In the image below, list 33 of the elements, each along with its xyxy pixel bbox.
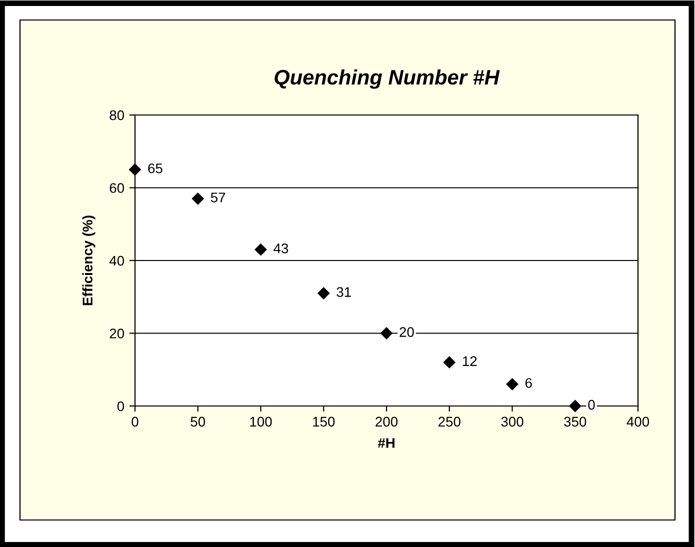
point (254, 243, 267, 256)
data-label: 57 (210, 192, 226, 202)
x-tick-label: 100 (250, 416, 272, 427)
y-tick-label: 80 (110, 110, 124, 120)
point (443, 356, 456, 369)
data-label: 20 (400, 327, 414, 337)
point (568, 400, 582, 412)
data-label: 6 (525, 378, 532, 388)
data-label: 31 (336, 287, 351, 297)
x-tick-label: 400 (626, 416, 650, 427)
x-axis-title: #H (378, 438, 394, 448)
x-tick-label: 0 (132, 416, 138, 427)
data-label: 65 (148, 163, 162, 174)
x-tick-label: 350 (564, 416, 586, 427)
x-tick-label: 150 (313, 416, 335, 427)
point (317, 287, 330, 300)
chart-title: Quenching Number #H (274, 69, 500, 89)
data-label: 12 (462, 356, 477, 366)
y-tick-label: 60 (110, 183, 124, 193)
y-tick-label: 40 (109, 256, 124, 266)
point (128, 163, 142, 176)
x-tick-label: 50 (190, 416, 206, 427)
point (506, 378, 518, 390)
data-label: 43 (274, 243, 288, 254)
data-label: 0 (588, 400, 595, 410)
x-tick-label: 200 (376, 416, 398, 427)
x-tick-label: 250 (438, 416, 460, 427)
x-tick-label: 300 (501, 416, 524, 427)
point (192, 192, 204, 205)
y-axis-title: Efficiency (%) (82, 216, 96, 306)
point (380, 327, 393, 340)
y-tick-label: 20 (110, 328, 124, 338)
y-tick-label: 0 (117, 401, 124, 412)
